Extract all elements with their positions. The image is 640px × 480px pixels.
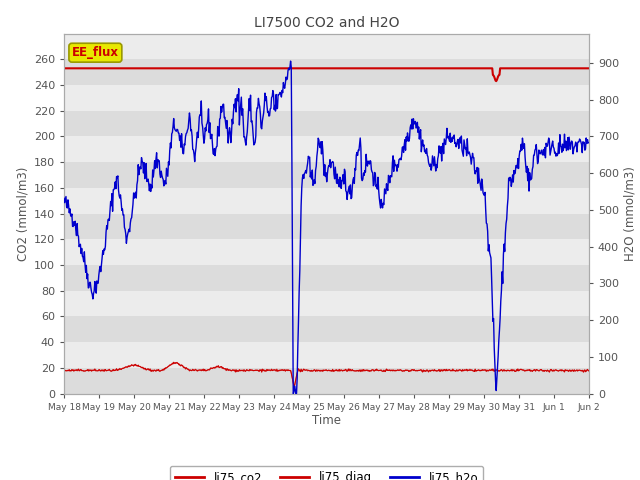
Bar [64,188,589,214]
Bar [64,214,589,240]
Title: LI7500 CO2 and H2O: LI7500 CO2 and H2O [253,16,399,30]
Y-axis label: CO2 (mmol/m3): CO2 (mmol/m3) [17,167,29,261]
Bar [64,291,589,316]
X-axis label: Time: Time [312,414,341,427]
Bar [64,316,589,342]
Legend: li75_co2, li75_diag, li75_h2o: li75_co2, li75_diag, li75_h2o [170,466,483,480]
Bar [64,85,589,111]
Text: EE_flux: EE_flux [72,46,119,59]
Bar [64,240,589,265]
Bar [64,368,589,394]
Bar [64,60,589,85]
Bar [64,162,589,188]
Y-axis label: H2O (mmol/m3): H2O (mmol/m3) [623,166,636,261]
Bar [64,265,589,291]
Bar [64,136,589,162]
Bar [64,111,589,136]
Bar [64,342,589,368]
